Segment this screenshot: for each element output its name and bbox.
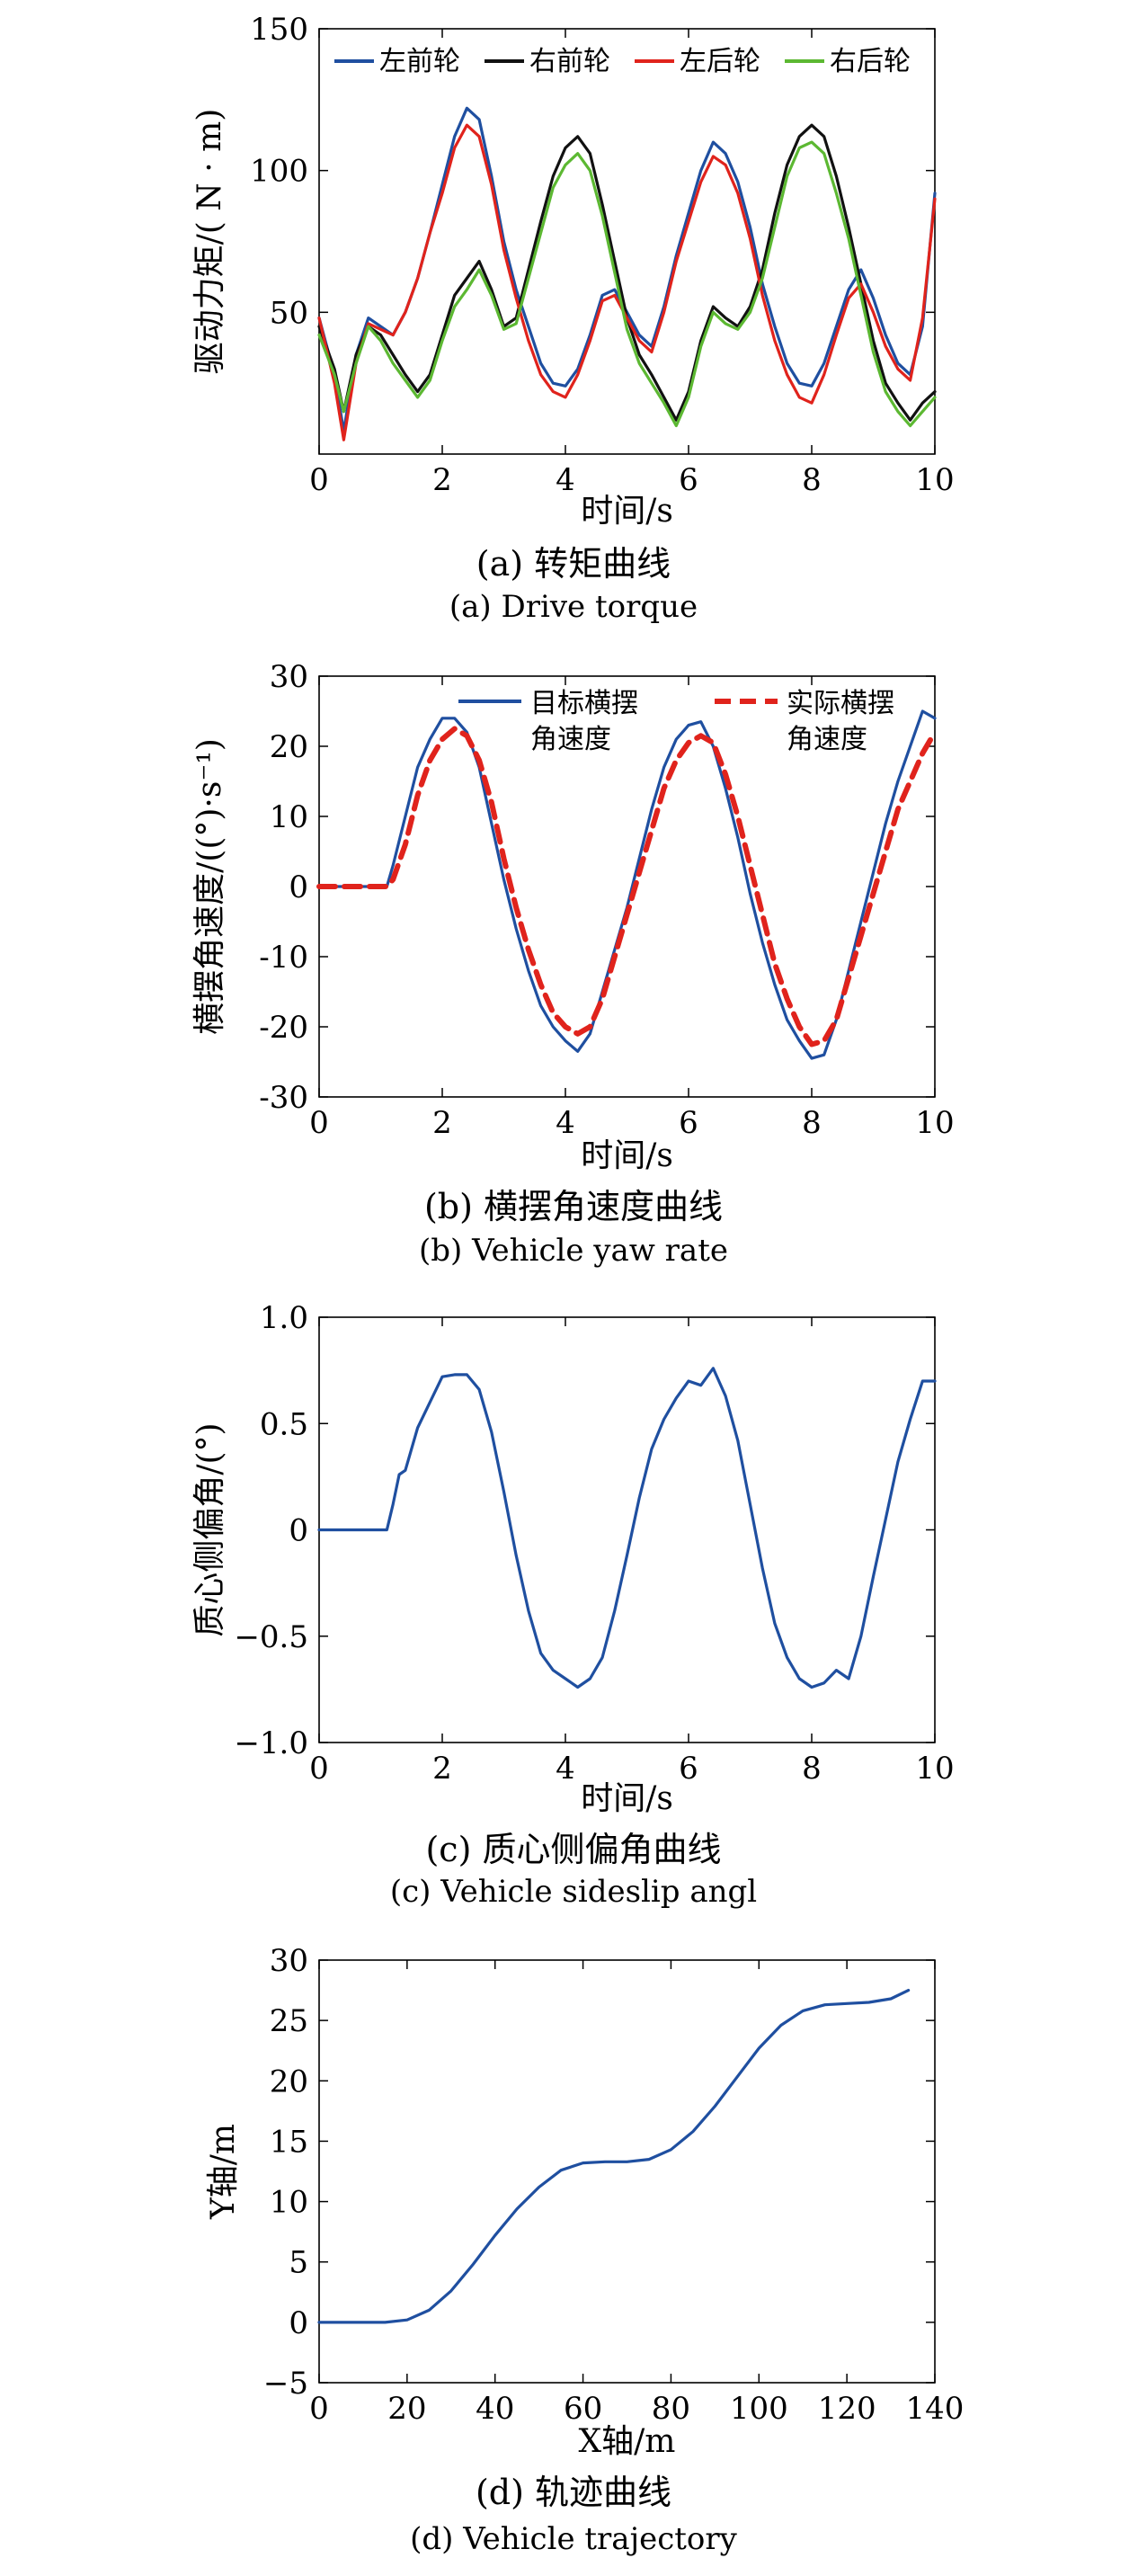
y-tick-label: 20 bbox=[270, 2063, 308, 2099]
x-tick-label: 0 bbox=[309, 1105, 329, 1141]
caption-en: (b) Vehicle yaw rate bbox=[419, 1233, 728, 1269]
x-axis-label: 时间/s bbox=[581, 493, 673, 530]
x-tick-label: 8 bbox=[802, 1105, 822, 1141]
x-tick-label: 4 bbox=[556, 462, 575, 498]
x-tick-label: 8 bbox=[802, 1751, 822, 1787]
y-tick-label: 25 bbox=[270, 2003, 308, 2039]
x-tick-label: 6 bbox=[679, 1105, 698, 1141]
y-tick-label: 0 bbox=[289, 2305, 308, 2341]
series-line-3 bbox=[317, 123, 937, 441]
caption-en: (a) Drive torque bbox=[449, 589, 698, 625]
y-tick-label: −0.5 bbox=[234, 1619, 308, 1655]
series-line-2 bbox=[317, 123, 937, 422]
caption-en: (d) Vehicle trajectory bbox=[410, 2521, 738, 2557]
y-tick-label: −1.0 bbox=[234, 1725, 308, 1761]
y-tick-label: -20 bbox=[259, 1010, 308, 1046]
x-tick-label: 2 bbox=[432, 462, 452, 498]
x-tick-label: 60 bbox=[564, 2391, 602, 2427]
x-tick-label: 20 bbox=[387, 2391, 426, 2427]
legend-label: 实际横摆角速度 bbox=[787, 688, 894, 755]
x-tick-label: 80 bbox=[652, 2391, 690, 2427]
x-tick-label: 8 bbox=[802, 462, 822, 498]
y-tick-label: 5 bbox=[289, 2245, 308, 2281]
y-tick-label: 1.0 bbox=[260, 1300, 308, 1336]
legend-label: 左前轮 bbox=[379, 46, 460, 77]
plot-frame bbox=[318, 28, 936, 455]
y-tick-label: 100 bbox=[250, 154, 308, 190]
plot-frame bbox=[318, 1316, 936, 1743]
y-axis-label: 质心侧偏角/(°) bbox=[191, 1422, 228, 1636]
chart-sideslip-angle: 0 2 4 6 8 10 −1.0 −0.5 0 0.5 1.0 时间/s 质心侧偏角/(°) (c) 质… bbox=[191, 1300, 955, 1910]
x-tick-label: 4 bbox=[556, 1105, 575, 1141]
x-tick-label: 0 bbox=[309, 2391, 329, 2427]
y-tick-label: 50 bbox=[270, 295, 308, 331]
series-line-4 bbox=[317, 140, 937, 428]
x-tick-label: 4 bbox=[556, 1751, 575, 1787]
x-tick-label: 10 bbox=[915, 1105, 954, 1141]
x-tick-label: 0 bbox=[309, 1751, 329, 1787]
y-axis-label: Y轴/m bbox=[205, 2124, 242, 2220]
x-tick-label: 140 bbox=[906, 2391, 965, 2427]
x-tick-label: 6 bbox=[679, 462, 698, 498]
y-tick-label: 10 bbox=[270, 2185, 308, 2221]
x-axis-label: 时间/s bbox=[581, 1137, 673, 1174]
x-tick-label: 0 bbox=[309, 462, 329, 498]
y-axis-label: 驱动力矩/( N · m) bbox=[191, 109, 228, 375]
y-tick-label: 0.5 bbox=[260, 1406, 308, 1442]
x-axis-label: X轴/m bbox=[579, 2423, 676, 2460]
x-tick-label: 100 bbox=[730, 2391, 788, 2427]
x-tick-label: 10 bbox=[915, 1751, 954, 1787]
caption-cn: (a) 转矩曲线 bbox=[476, 544, 671, 584]
chart-drive-torque: 0 2 4 6 8 10 50 100 150 时间/s 驱动力矩/( N · m) 左前轮 右前轮 左后… bbox=[191, 12, 955, 625]
x-tick-label: 6 bbox=[679, 1751, 698, 1787]
x-axis-label: 时间/s bbox=[581, 1780, 673, 1817]
y-tick-label: −5 bbox=[263, 2366, 308, 2402]
x-tick-label: 10 bbox=[915, 462, 954, 498]
y-axis-label: 横摆角速度/((°)·s⁻¹) bbox=[191, 738, 228, 1035]
y-tick-label: 10 bbox=[270, 799, 308, 835]
y-tick-label: -10 bbox=[259, 940, 308, 976]
chart-yaw-rate: 0 2 4 6 8 10 -30 -20 -10 0 10 20 30 时间/s 横摆角速度/((°)·s⁻… bbox=[191, 659, 955, 1269]
legend-label: 左后轮 bbox=[680, 46, 760, 77]
legend-label: 目标横摆角速度 bbox=[530, 688, 638, 755]
x-tick-label: 2 bbox=[432, 1751, 452, 1787]
y-tick-label: 0 bbox=[289, 869, 308, 905]
y-tick-label: 30 bbox=[270, 1943, 308, 1979]
y-tick-label: 150 bbox=[250, 12, 308, 48]
y-tick-label: 20 bbox=[270, 729, 308, 765]
plot-frame bbox=[318, 1959, 936, 2384]
legend-label: 右前轮 bbox=[529, 46, 610, 77]
series-line-1 bbox=[317, 1367, 937, 1689]
chart-trajectory: 0 20 40 60 80 100 120 140−5051015202530X轴/mY轴/m… bbox=[205, 1943, 964, 2557]
caption-cn: (c) 质心侧偏角曲线 bbox=[425, 1830, 721, 1869]
x-tick-label: 120 bbox=[818, 2391, 876, 2427]
legend-label: 右后轮 bbox=[830, 46, 911, 77]
y-tick-label: 30 bbox=[270, 659, 308, 695]
caption-cn: (b) 横摆角速度曲线 bbox=[424, 1187, 723, 1226]
series-line-1 bbox=[317, 1989, 911, 2324]
caption-en: (c) Vehicle sideslip angl bbox=[390, 1874, 757, 1910]
x-tick-label: 40 bbox=[476, 2391, 514, 2427]
y-tick-label: 15 bbox=[270, 2124, 308, 2160]
y-tick-label: -30 bbox=[259, 1080, 308, 1116]
series-line-2 bbox=[316, 726, 938, 1047]
caption-cn: (d) 轨迹曲线 bbox=[476, 2473, 671, 2512]
y-tick-label: 0 bbox=[289, 1513, 308, 1549]
x-tick-label: 2 bbox=[432, 1105, 452, 1141]
